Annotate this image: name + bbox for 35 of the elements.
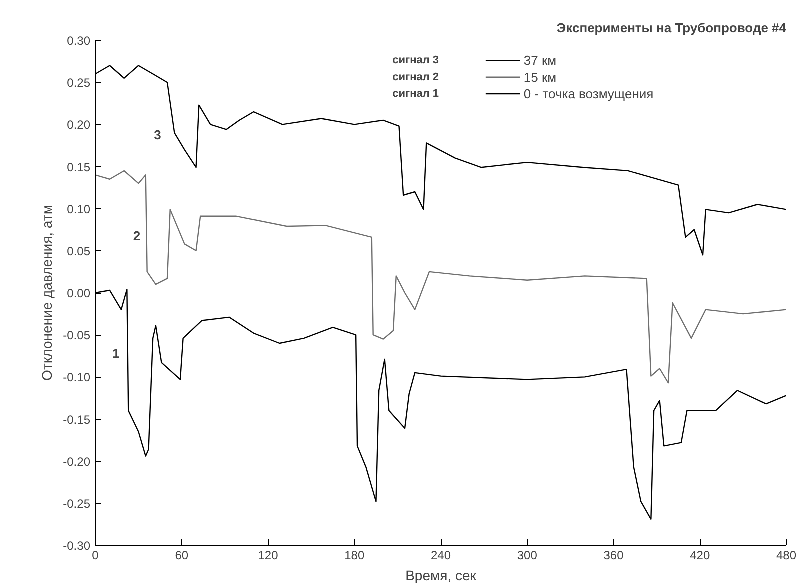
y-tick-label: 0.25 — [67, 76, 91, 90]
y-tick-label: 0.10 — [67, 202, 91, 216]
x-tick-label: 360 — [604, 548, 624, 562]
annotation: сигнал 3 — [392, 54, 440, 67]
y-tick-label: -0.20 — [63, 454, 91, 469]
legend-label: 37 км — [524, 53, 557, 68]
x-tick-label: 0 — [92, 548, 100, 562]
y-tick-label: 0.00 — [67, 286, 91, 300]
x-tick-label: 120 — [258, 548, 279, 562]
annotation: 3 — [154, 127, 162, 142]
y-tick-label: -0.25 — [63, 496, 91, 511]
annotation: сигнал 2 — [392, 71, 440, 84]
x-tick-label: 240 — [430, 548, 452, 562]
annotation: 1 — [112, 346, 120, 362]
y-tick-label: 0.05 — [67, 244, 91, 258]
annotation: 2 — [133, 228, 141, 244]
y-tick-label: -0.05 — [63, 328, 91, 343]
x-tick-label: 180 — [344, 548, 365, 562]
y-axis-title: Отклонение давления, атм — [39, 205, 56, 381]
x-axis-title: Время, сек — [406, 568, 478, 584]
x-tick-label: 60 — [175, 548, 189, 562]
legend-label: 0 - точка возмущения — [524, 86, 654, 102]
chart-title: Эксперименты на Трубопроводе #4 — [556, 20, 788, 36]
x-tick-label: 420 — [690, 548, 710, 562]
y-tick-label: 0.15 — [67, 160, 91, 174]
y-tick-label: 0.30 — [67, 34, 91, 48]
y-tick-label: -0.30 — [63, 539, 91, 553]
x-tick-label: 480 — [776, 548, 797, 562]
x-tick-label: 300 — [517, 548, 538, 562]
y-tick-label: -0.15 — [63, 412, 91, 427]
annotation: сигнал 1 — [392, 88, 440, 100]
y-tick-label: 0.20 — [67, 118, 91, 132]
y-tick-label: -0.10 — [63, 370, 91, 385]
line-series — [96, 170, 786, 384]
legend-label: 15 км — [524, 70, 557, 85]
